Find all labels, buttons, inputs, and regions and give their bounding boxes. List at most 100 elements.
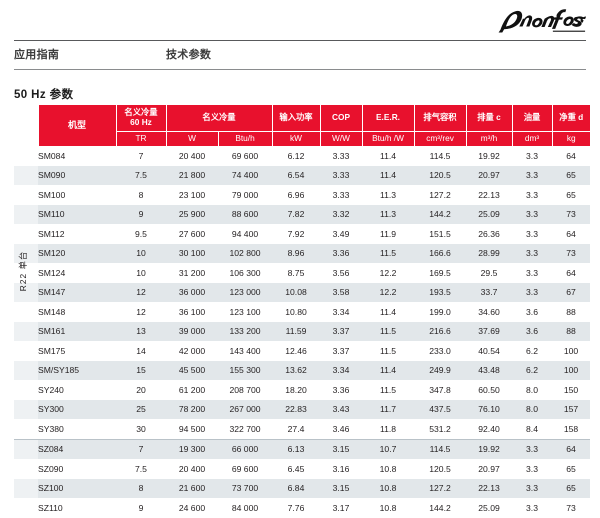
cell-eer: 12.2 xyxy=(362,263,415,283)
table-row: SM084 7 20 400 69 600 6.12 3.33 11.4 114.5 19.92… xyxy=(14,146,591,166)
cell-kw: 8.96 xyxy=(272,243,321,263)
cell-cop: 3.33 xyxy=(320,185,363,205)
cell-btuh: 208 700 xyxy=(218,380,273,400)
cell-disp: 60.50 xyxy=(466,380,513,400)
cell-oil: 8.0 xyxy=(512,380,553,400)
cell-w: 21 600 xyxy=(166,478,218,498)
cell-tr: 12 xyxy=(116,302,166,322)
cell-w: 94 500 xyxy=(166,419,218,439)
cell-w: 23 100 xyxy=(166,185,218,205)
cell-kw: 6.96 xyxy=(272,185,321,205)
cell-tr: 9 xyxy=(116,204,166,224)
cell-disp-vol: 233.0 xyxy=(414,341,467,361)
cell-disp-vol: 144.2 xyxy=(414,204,467,224)
cell-model: SZ090 xyxy=(38,459,116,479)
page-header: 应用指南 技术参数 xyxy=(0,0,600,72)
column-header-nominal-capacity-60hz-line1: 名义冷量 xyxy=(124,107,158,118)
cell-btuh: 94 400 xyxy=(218,224,273,244)
table-row: SM161 13 39 000 133 200 11.59 3.37 11.5 216.6 37… xyxy=(14,321,591,341)
cell-btuh: 123 000 xyxy=(218,282,273,302)
cell-weight: 100 xyxy=(552,341,591,361)
table-row: SM110 9 25 900 88 600 7.82 3.32 11.3 144.2 25.09… xyxy=(14,204,591,224)
cell-weight: 64 xyxy=(552,146,591,166)
row-gutter xyxy=(14,380,38,400)
page-title: 50 Hz 参数 xyxy=(14,89,74,101)
cell-disp: 19.92 xyxy=(466,438,513,459)
cell-eer: 10.8 xyxy=(362,459,415,479)
cell-eer: 11.5 xyxy=(362,341,415,361)
row-gutter xyxy=(14,498,38,518)
cell-disp-vol: 166.6 xyxy=(414,243,467,263)
column-header-cop: COP xyxy=(319,105,363,132)
table-header: 机型 名义冷量 60 Hz 名义冷量 输入功率 COP E.E.R. 排气容积 排… xyxy=(14,105,591,146)
cell-cop: 3.36 xyxy=(320,243,363,263)
cell-kw: 22.83 xyxy=(272,399,321,419)
cell-cop: 3.58 xyxy=(320,282,363,302)
cell-cop: 3.46 xyxy=(320,419,363,439)
row-gutter xyxy=(14,204,38,224)
cell-disp-vol: 114.5 xyxy=(414,438,467,459)
cell-kw: 10.08 xyxy=(272,282,321,302)
table-row: SM175 14 42 000 143 400 12.46 3.37 11.5 233.0 40… xyxy=(14,341,591,361)
cell-w: 30 100 xyxy=(166,243,218,263)
cell-btuh: 155 300 xyxy=(218,360,273,380)
cell-eer: 11.8 xyxy=(362,419,415,439)
row-gutter xyxy=(14,438,38,459)
cell-weight: 157 xyxy=(552,399,591,419)
cell-disp: 25.09 xyxy=(466,204,513,224)
cell-btuh: 79 000 xyxy=(218,185,273,205)
cell-w: 31 200 xyxy=(166,263,218,283)
cell-btuh: 74 400 xyxy=(218,165,273,185)
cell-tr: 25 xyxy=(116,399,166,419)
unit-kg: kg xyxy=(551,131,591,146)
row-gutter xyxy=(14,302,38,322)
cell-oil: 6.2 xyxy=(512,360,553,380)
cell-disp: 28.99 xyxy=(466,243,513,263)
cell-eer: 10.8 xyxy=(362,498,415,518)
unit-w: W xyxy=(165,131,219,146)
cell-tr: 9 xyxy=(116,498,166,518)
cell-oil: 3.3 xyxy=(512,282,553,302)
cell-weight: 65 xyxy=(552,478,591,498)
cell-cop: 3.16 xyxy=(320,459,363,479)
cell-cop: 3.15 xyxy=(320,478,363,498)
cell-cop: 3.17 xyxy=(320,498,363,518)
header-units-gutter xyxy=(14,131,38,146)
cell-cop: 3.49 xyxy=(320,224,363,244)
row-gutter xyxy=(14,399,38,419)
table-body: SM084 7 20 400 69 600 6.12 3.33 11.4 114.5 19.92… xyxy=(14,146,591,518)
cell-oil: 3.3 xyxy=(512,204,553,224)
cell-w: 45 500 xyxy=(166,360,218,380)
cell-model: SM124 xyxy=(38,263,116,283)
cell-oil: 3.6 xyxy=(512,302,553,322)
cell-w: 36 000 xyxy=(166,282,218,302)
cell-btuh: 84 000 xyxy=(218,498,273,518)
cell-kw: 13.62 xyxy=(272,360,321,380)
unit-dm3: dm³ xyxy=(511,131,553,146)
table-row: SM120 10 30 100 102 800 8.96 3.36 11.5 166.6 28.… xyxy=(14,243,591,263)
cell-cop: 3.33 xyxy=(320,146,363,166)
cell-w: 20 400 xyxy=(166,146,218,166)
cell-disp-vol: 531.2 xyxy=(414,419,467,439)
cell-model: SY300 xyxy=(38,399,116,419)
cell-disp: 25.09 xyxy=(466,498,513,518)
table-row: SM/SY185 15 45 500 155 300 13.62 3.34 11.4 249.… xyxy=(14,360,591,380)
cell-kw: 18.20 xyxy=(272,380,321,400)
document-section-label: 技术参数 xyxy=(166,49,212,61)
table-row: SM147 12 36 000 123 000 10.08 3.58 12.2 193.5 33… xyxy=(14,282,591,302)
column-header-displacement-volume: 排气容积 xyxy=(413,105,467,132)
cell-weight: 64 xyxy=(552,438,591,459)
cell-weight: 73 xyxy=(552,243,591,263)
table-row: SZ084 7 19 300 66 000 6.13 3.15 10.7 114.5 19.92… xyxy=(14,438,591,459)
cell-eer: 10.8 xyxy=(362,478,415,498)
cell-btuh: 73 700 xyxy=(218,478,273,498)
cell-w: 61 200 xyxy=(166,380,218,400)
cell-weight: 100 xyxy=(552,360,591,380)
cell-btuh: 322 700 xyxy=(218,419,273,439)
cell-w: 19 300 xyxy=(166,438,218,459)
cell-eer: 11.9 xyxy=(362,224,415,244)
column-header-nominal-capacity: 名义冷量 xyxy=(165,105,273,132)
table-row: SM112 9.5 27 600 94 400 7.92 3.49 11.9 151.5 26.… xyxy=(14,224,591,244)
table-row: SZ100 8 21 600 73 700 6.84 3.15 10.8 127.2 22.13… xyxy=(14,478,591,498)
cell-oil: 3.3 xyxy=(512,459,553,479)
